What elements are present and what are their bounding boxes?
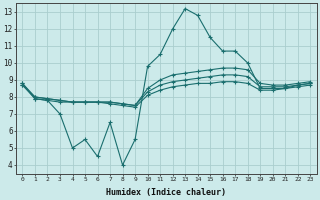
X-axis label: Humidex (Indice chaleur): Humidex (Indice chaleur)	[106, 188, 226, 197]
